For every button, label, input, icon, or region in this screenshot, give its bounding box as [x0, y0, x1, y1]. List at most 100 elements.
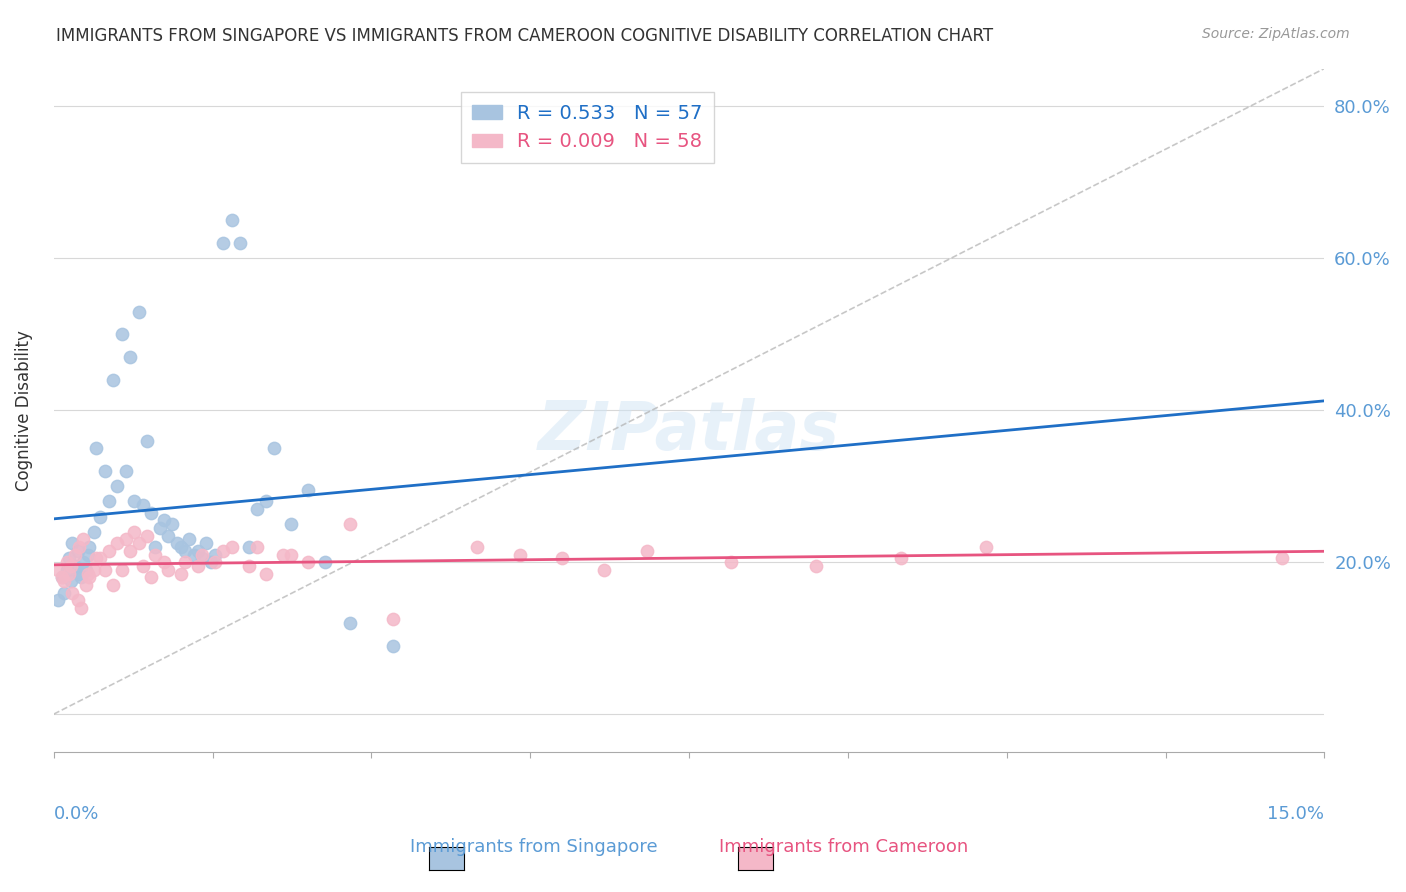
Point — [297, 483, 319, 497]
Point — [221, 213, 243, 227]
Point — [229, 236, 252, 251]
Point — [132, 498, 155, 512]
Point — [76, 548, 98, 562]
Point — [75, 578, 97, 592]
Point — [83, 563, 105, 577]
Point — [381, 639, 404, 653]
Point — [53, 585, 76, 599]
Point — [136, 528, 159, 542]
Point — [157, 563, 180, 577]
Point — [63, 548, 86, 562]
Point — [467, 540, 489, 554]
Point — [314, 555, 336, 569]
Point — [204, 548, 226, 562]
Point — [191, 551, 214, 566]
Point — [124, 524, 146, 539]
Point — [114, 533, 136, 547]
Point — [212, 543, 235, 558]
Point — [97, 543, 120, 558]
Point — [136, 434, 159, 448]
Point — [89, 551, 111, 566]
Point — [238, 540, 260, 554]
Point — [46, 563, 69, 577]
Point — [84, 442, 107, 456]
Point — [46, 593, 69, 607]
Point — [79, 570, 101, 584]
Point — [200, 555, 222, 569]
Point — [110, 563, 132, 577]
Point — [890, 551, 912, 566]
Point — [83, 524, 105, 539]
Point — [105, 479, 128, 493]
Point — [114, 464, 136, 478]
Point — [70, 600, 93, 615]
Point — [551, 551, 574, 566]
Point — [63, 559, 86, 574]
Legend: R = 0.533   N = 57, R = 0.009   N = 58: R = 0.533 N = 57, R = 0.009 N = 58 — [461, 92, 714, 163]
Point — [187, 559, 209, 574]
Point — [89, 509, 111, 524]
Point — [76, 566, 98, 581]
Point — [72, 555, 94, 569]
Point — [124, 494, 146, 508]
Point — [70, 570, 93, 584]
Point — [93, 464, 115, 478]
Point — [170, 566, 193, 581]
Point — [149, 521, 172, 535]
Point — [166, 536, 188, 550]
Point — [55, 563, 77, 577]
Point — [195, 536, 218, 550]
Point — [339, 615, 361, 630]
Point — [58, 566, 80, 581]
Point — [84, 551, 107, 566]
Point — [120, 543, 142, 558]
Point — [804, 559, 827, 574]
Point — [170, 540, 193, 554]
Point — [128, 536, 150, 550]
Point — [132, 559, 155, 574]
Text: Immigrants from Singapore: Immigrants from Singapore — [411, 838, 658, 856]
Point — [254, 566, 277, 581]
Point — [59, 574, 82, 589]
Point — [101, 578, 124, 592]
Point — [59, 559, 82, 574]
Point — [271, 548, 294, 562]
Point — [110, 327, 132, 342]
Point — [297, 555, 319, 569]
Point — [246, 502, 269, 516]
Point — [157, 528, 180, 542]
Point — [238, 559, 260, 574]
Point — [72, 533, 94, 547]
Point — [174, 543, 197, 558]
Point — [120, 350, 142, 364]
Point — [145, 548, 167, 562]
Y-axis label: Cognitive Disability: Cognitive Disability — [15, 330, 32, 491]
Point — [62, 585, 84, 599]
Point — [204, 555, 226, 569]
Point — [67, 566, 90, 581]
Point — [79, 540, 101, 554]
Point — [93, 563, 115, 577]
Point — [263, 442, 285, 456]
Point — [381, 612, 404, 626]
Point — [145, 540, 167, 554]
Point — [974, 540, 997, 554]
Point — [280, 548, 302, 562]
Point — [75, 563, 97, 577]
Text: 15.0%: 15.0% — [1267, 805, 1324, 823]
Point — [53, 574, 76, 589]
Point — [254, 494, 277, 508]
Point — [141, 506, 163, 520]
Text: IMMIGRANTS FROM SINGAPORE VS IMMIGRANTS FROM CAMEROON COGNITIVE DISABILITY CORRE: IMMIGRANTS FROM SINGAPORE VS IMMIGRANTS … — [56, 27, 994, 45]
Text: Immigrants from Cameroon: Immigrants from Cameroon — [718, 838, 969, 856]
Text: ZIPatlas: ZIPatlas — [538, 398, 841, 464]
Point — [51, 570, 73, 584]
Point — [62, 536, 84, 550]
Point — [141, 570, 163, 584]
Point — [153, 555, 176, 569]
Point — [162, 517, 184, 532]
Point — [66, 543, 89, 558]
Point — [339, 517, 361, 532]
Point — [183, 548, 205, 562]
Point — [51, 570, 73, 584]
